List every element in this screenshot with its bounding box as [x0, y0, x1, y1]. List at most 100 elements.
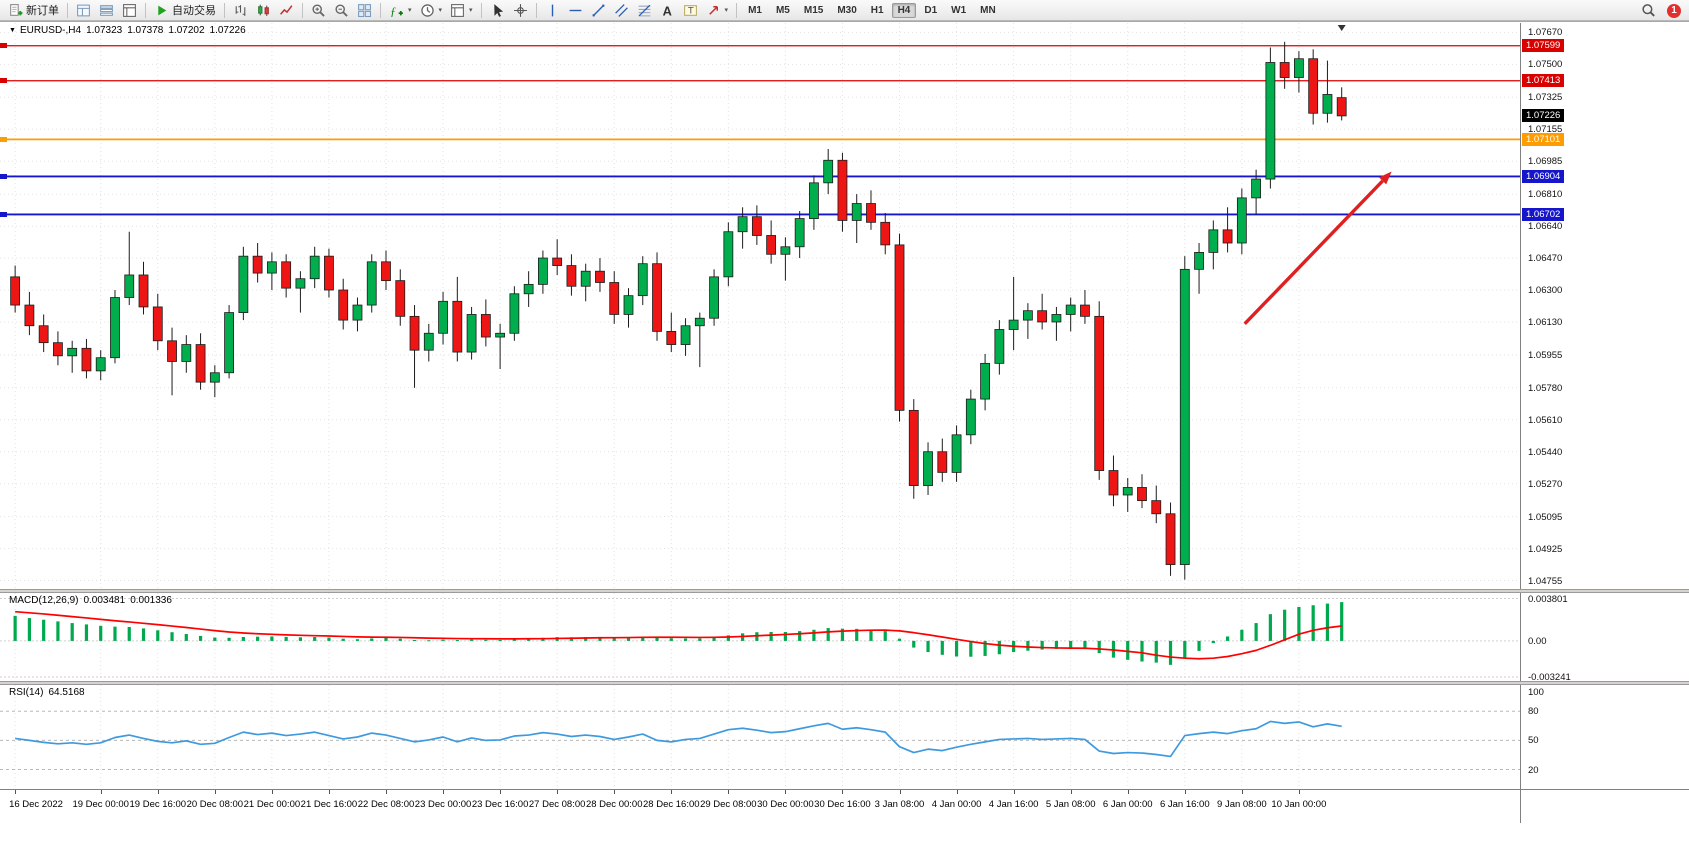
market-watch-button[interactable] — [72, 0, 95, 20]
trendline-button[interactable] — [587, 0, 610, 20]
time-label: 21 Dec 00:00 — [243, 799, 301, 810]
time-tick — [443, 790, 445, 794]
time-tick — [785, 790, 787, 794]
navigator-button[interactable] — [118, 0, 141, 20]
rsi-axis[interactable]: 100 80 50 20 — [1520, 685, 1689, 789]
auto-trading-label: 自动交易 — [172, 5, 216, 17]
time-label: 6 Jan 16:00 — [1159, 799, 1210, 810]
hline-left-anchor — [0, 173, 7, 179]
price-tick: 1.06300 — [1528, 285, 1563, 297]
rsi-plot[interactable] — [0, 685, 1520, 789]
timeframe-m1-button[interactable]: M1 — [748, 4, 762, 16]
arrow-objects-button[interactable]: ▾ — [702, 0, 733, 20]
hline-left-anchor — [0, 136, 7, 142]
vertical-grid — [14, 685, 1300, 789]
new-order-label: 新订单 — [26, 5, 59, 17]
fx-icon: ƒ — [390, 4, 403, 17]
zoom-out-button[interactable] — [330, 0, 353, 20]
indicators-button[interactable]: ƒ ▾ — [385, 0, 416, 20]
time-tick — [671, 790, 673, 794]
timeframe-w1-button[interactable]: W1 — [951, 4, 967, 16]
time-tick — [842, 790, 844, 794]
timeframe-m15-button[interactable]: M15 — [803, 4, 824, 16]
price-line-label: 1.07101 — [1522, 132, 1565, 146]
macd-plot[interactable] — [0, 593, 1520, 681]
toolbar-separator — [380, 2, 381, 18]
vertical-line-button[interactable] — [541, 0, 564, 20]
notification-badge[interactable]: 1 — [1667, 3, 1681, 18]
equidistant-channel-button[interactable] — [610, 0, 633, 20]
candles-icon — [258, 4, 269, 16]
text-button[interactable]: A — [656, 0, 679, 20]
grid-icon — [77, 4, 90, 16]
time-label: 4 Jan 00:00 — [931, 799, 982, 810]
trendline-icon — [592, 4, 604, 16]
timeframe-mn-button[interactable]: MN — [980, 4, 996, 16]
axis-corner-divider — [1520, 790, 1521, 823]
text-label-button[interactable]: T — [679, 0, 702, 20]
bar-chart-mode-button[interactable] — [229, 0, 252, 20]
rsi-label: RSI(14) 64.5168 — [9, 687, 85, 698]
horizontal-line-button[interactable] — [564, 0, 587, 20]
tile-windows-button[interactable] — [353, 0, 376, 20]
macd-axis-tick: 0.00 — [1528, 635, 1547, 647]
crosshair-icon — [513, 3, 527, 17]
time-tick — [614, 790, 616, 794]
chart-shift-marker[interactable] — [1337, 25, 1346, 31]
timeframe-m5-button[interactable]: M5 — [775, 4, 790, 16]
time-label: 3 Jan 08:00 — [874, 799, 925, 810]
time-tick — [157, 790, 159, 794]
crosshair-button[interactable] — [509, 0, 532, 20]
auto-trading-button[interactable]: 自动交易 — [150, 0, 220, 20]
timeframe-h4-button[interactable]: H4 — [891, 2, 917, 18]
time-tick — [1070, 790, 1072, 794]
zoom-in-button[interactable] — [307, 0, 330, 20]
price-tick: 1.05610 — [1528, 414, 1563, 426]
hline-left-anchor — [0, 211, 7, 217]
fibo-icon — [638, 4, 650, 16]
chart-window: ▼ EURUSD-,H4 1.07323 1.07378 1.07202 1.07226 … — [0, 21, 1689, 860]
time-axis[interactable]: 16 Dec 2022 19 Dec 00:00 19 Dec 16:00 20 De… — [0, 789, 1689, 823]
candlestick-mode-button[interactable] — [252, 0, 275, 20]
time-tick — [386, 790, 387, 794]
price-tick: 1.05780 — [1528, 382, 1563, 394]
new-order-button[interactable]: 新订单 — [4, 0, 63, 20]
price-axis[interactable]: 1.07670 1.07500 1.07325 1.07155 1.06985 1.068… — [1520, 23, 1689, 589]
time-label: 23 Dec 00:00 — [414, 799, 472, 810]
panel-separator-macd[interactable] — [0, 589, 1689, 593]
cursor-button[interactable] — [486, 0, 509, 20]
time-tick — [500, 790, 502, 794]
rsi-value: 64.5168 — [48, 687, 85, 698]
timeframe-m30-button[interactable]: M30 — [837, 4, 857, 16]
line-chart-mode-button[interactable] — [275, 0, 298, 20]
svg-text:T: T — [687, 5, 693, 16]
trend-arrow-annotation[interactable] — [1243, 171, 1392, 326]
page-plus-icon — [10, 3, 23, 16]
labelT-icon: T — [683, 4, 697, 16]
time-label: 19 Dec 16:00 — [129, 799, 187, 810]
time-label: 30 Dec 16:00 — [814, 799, 871, 810]
time-tick — [214, 790, 216, 794]
price-tick: 1.07670 — [1528, 27, 1563, 39]
low-value: 1.07202 — [168, 25, 205, 36]
time-label: 30 Dec 00:00 — [757, 799, 814, 810]
high-value: 1.07378 — [127, 25, 164, 36]
macd-signal-line — [15, 610, 1342, 660]
panel-separator-rsi[interactable] — [0, 681, 1689, 685]
time-label: 19 Dec 00:00 — [72, 799, 129, 810]
macd-axis[interactable]: 0.003801 0.00 -0.003241 — [1520, 593, 1689, 683]
periods-button[interactable]: ▾ — [416, 0, 447, 20]
current-price-label: 1.07226 — [1522, 109, 1565, 123]
rsi-name: RSI(14) — [9, 687, 44, 698]
main-chart-plot[interactable] — [0, 23, 1520, 589]
templates-button[interactable]: ▾ — [446, 0, 477, 20]
fibonacci-retracement-button[interactable] — [633, 0, 656, 20]
time-tick — [15, 790, 17, 794]
search-button[interactable] — [1637, 1, 1660, 21]
timeframe-h1-button[interactable]: H1 — [870, 4, 884, 16]
cursor-icon — [493, 3, 503, 17]
timeframe-d1-button[interactable]: D1 — [924, 4, 938, 16]
data-window-button[interactable] — [95, 0, 118, 20]
price-tick: 1.05270 — [1528, 478, 1563, 490]
tile-icon — [358, 3, 372, 17]
